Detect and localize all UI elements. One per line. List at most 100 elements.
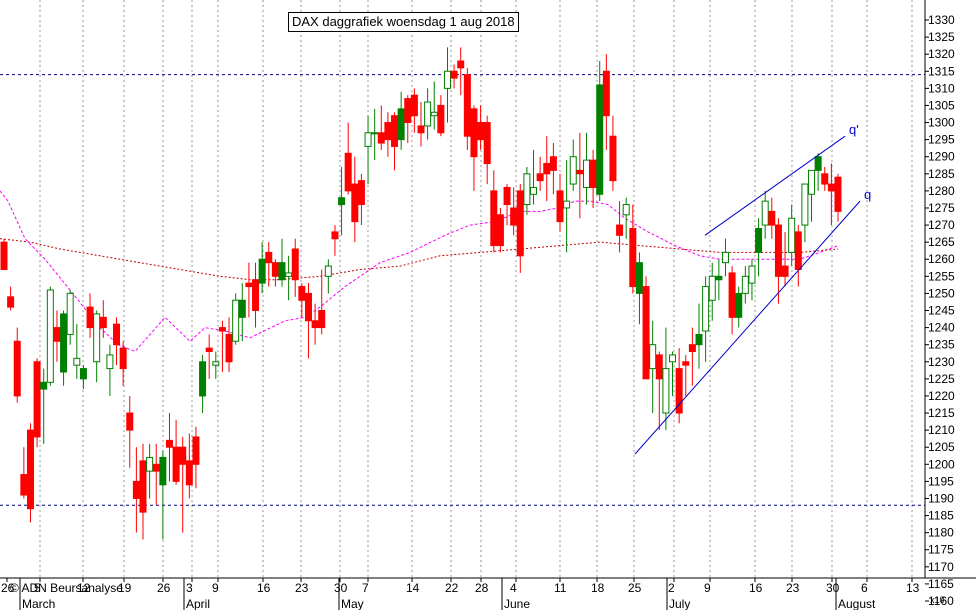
candle-body <box>86 306 94 329</box>
candle-body <box>99 316 107 329</box>
candle-body <box>576 169 584 175</box>
candle-body <box>702 286 710 332</box>
y-tick-label: 1195 <box>928 474 954 488</box>
candle-body <box>225 333 233 363</box>
candle-body <box>26 429 34 510</box>
candle-body <box>79 368 87 380</box>
candle-body <box>119 347 127 370</box>
x-day-label: 9 <box>704 581 711 595</box>
candle-body <box>324 265 332 277</box>
x-day-label: 28 <box>475 581 489 595</box>
horizontal-reference-lines <box>0 74 925 506</box>
y-tick-label: 1225 <box>928 372 955 386</box>
candle-body <box>357 180 365 206</box>
candle-body <box>457 60 465 69</box>
y-tick-label: 1200 <box>928 457 955 471</box>
candle-body <box>285 272 293 277</box>
candle-body <box>788 217 796 253</box>
candle-body <box>715 275 723 281</box>
x-day-label: 22 <box>445 581 459 595</box>
y-tick-label: 1315 <box>928 64 955 78</box>
y-tick-label: 1165 <box>928 577 954 591</box>
candle-body <box>298 286 306 301</box>
x-day-label: 4 <box>510 581 517 595</box>
x-day-label: 25 <box>628 581 642 595</box>
candle-body <box>622 204 630 216</box>
x-day-label: 11 <box>554 581 567 595</box>
candle-body <box>556 190 564 223</box>
y-tick-label: 1230 <box>928 355 955 369</box>
candle-body <box>735 292 743 318</box>
candle-body <box>93 313 101 363</box>
x-month-label: July <box>669 597 690 610</box>
candle-body <box>218 327 226 332</box>
y-tick-label: 1325 <box>928 30 955 44</box>
candle-body <box>66 292 74 335</box>
candle-body <box>483 122 491 165</box>
candle-body <box>523 173 531 206</box>
candle-body <box>794 231 802 270</box>
x-day-label: 2 <box>668 581 675 595</box>
candle-body <box>755 227 763 253</box>
candle-body <box>642 286 650 380</box>
candle-body <box>801 183 809 226</box>
y-tick-label: 1220 <box>928 389 955 403</box>
candle-body <box>60 313 68 373</box>
candle-body <box>165 439 173 448</box>
candle-body <box>814 156 822 171</box>
y-tick-label: 1310 <box>928 81 955 95</box>
y-tick-label: 1215 <box>928 406 955 420</box>
y-tick-label: 1160 <box>928 594 954 608</box>
x-day-label: 16 <box>749 581 763 595</box>
y-tick-label: 1270 <box>928 218 955 232</box>
x-month-label: May <box>341 597 364 610</box>
candle-body <box>721 251 729 264</box>
candle-body <box>781 265 789 277</box>
candle-body <box>563 200 571 209</box>
x-day-label: 9 <box>212 581 219 595</box>
y-tick-label: 1300 <box>928 116 955 130</box>
candle-body <box>503 186 511 206</box>
candle-body <box>397 108 405 141</box>
candle-body <box>278 262 286 281</box>
candle-body <box>463 74 471 137</box>
y-tick-label: 1255 <box>928 269 955 283</box>
y-tick-label: 1265 <box>928 235 955 249</box>
candle-body <box>536 173 544 182</box>
candle-body <box>271 262 279 277</box>
candle-body <box>384 122 392 141</box>
candle-body <box>391 115 399 147</box>
candle-body <box>827 183 835 192</box>
candle-body <box>477 122 485 141</box>
y-tick-label: 1280 <box>928 184 955 198</box>
candle-body <box>470 108 478 158</box>
x-day-label: 6 <box>861 581 868 595</box>
candle-body <box>530 186 538 195</box>
candle-body <box>185 460 193 486</box>
y-tick-label: 1295 <box>928 133 955 147</box>
candle-body <box>569 156 577 185</box>
candle-body <box>179 446 187 465</box>
candle-body <box>192 436 200 465</box>
candle-body <box>675 368 683 414</box>
candle-body <box>543 163 551 175</box>
trend-channel-lines: q' q <box>634 122 871 455</box>
candle-body <box>245 282 253 288</box>
candle-body <box>417 125 425 134</box>
candle-body <box>132 480 140 499</box>
x-day-label: 26 <box>157 581 171 595</box>
candle-body <box>490 190 498 247</box>
candle-body <box>146 456 154 472</box>
candle-body <box>238 299 246 318</box>
candle-body <box>741 275 749 294</box>
trend-line <box>704 135 846 236</box>
x-day-label: 16 <box>257 581 271 595</box>
y-tick-label: 1275 <box>928 201 955 215</box>
y-tick-label: 1210 <box>928 423 955 437</box>
candle-body <box>629 227 637 288</box>
candle-body <box>682 361 690 366</box>
chart-title: DAX daggrafiek woensdag 1 aug 2018 <box>288 12 519 32</box>
candle-body <box>252 279 260 312</box>
axis-multiplier: x10 <box>930 595 945 605</box>
